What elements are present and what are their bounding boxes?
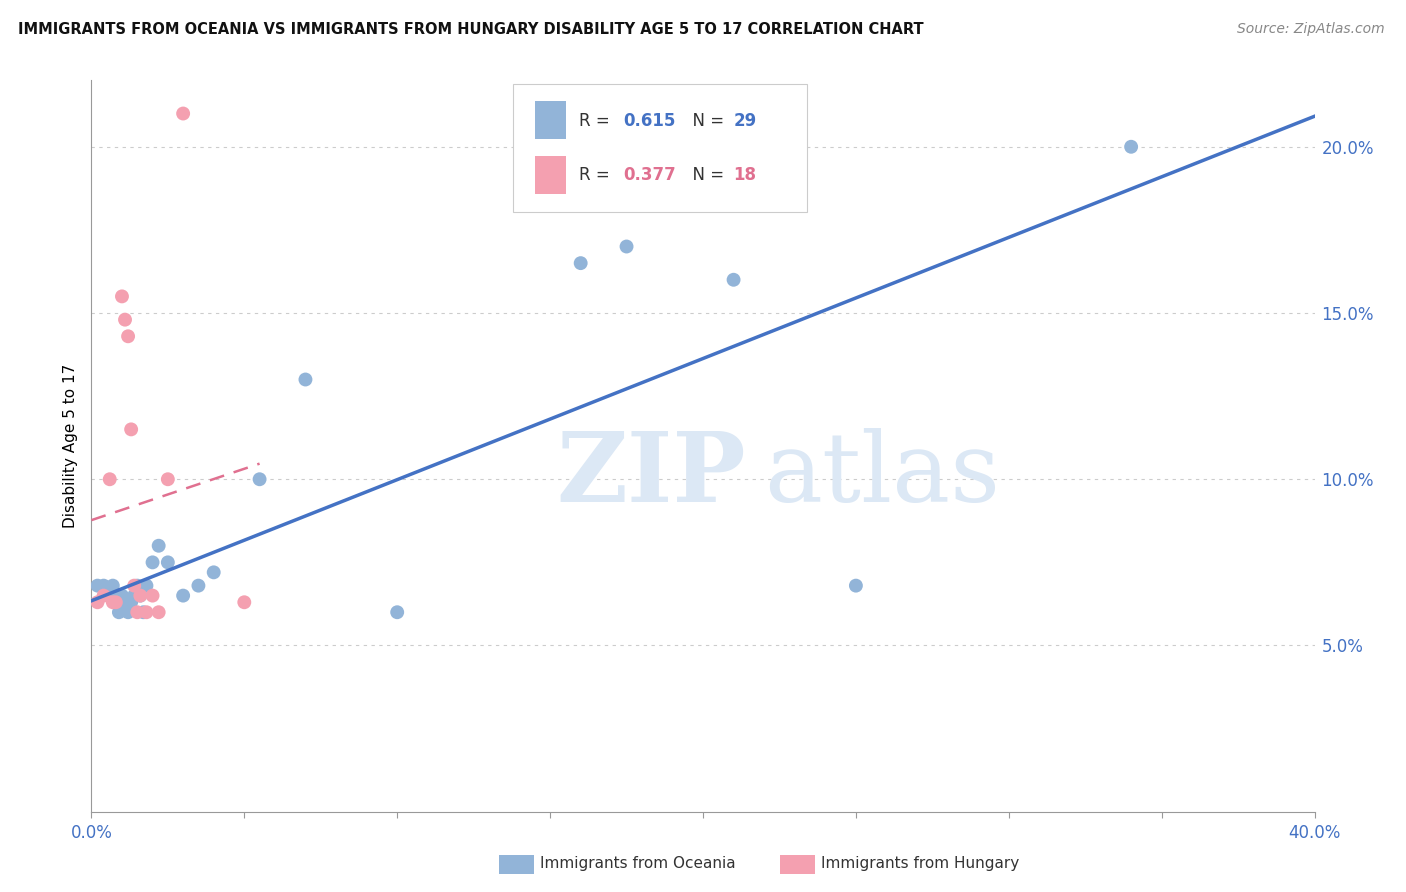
Point (202, 566, 225, 580)
Text: N =: N = (682, 167, 730, 185)
Point (141, 555, 163, 569)
Y-axis label: Disability Age 5 to 17: Disability Age 5 to 17 (62, 364, 77, 528)
Point (129, 589, 152, 603)
Text: atlas: atlas (765, 428, 1000, 522)
Point (233, 595, 256, 609)
Point (723, 273, 745, 287)
Point (129, 589, 152, 603)
Text: Source: ZipAtlas.com: Source: ZipAtlas.com (1237, 22, 1385, 37)
Point (249, 472, 271, 486)
Point (122, 589, 145, 603)
Text: Immigrants from Oceania: Immigrants from Oceania (540, 856, 735, 871)
Text: R =: R = (579, 167, 616, 185)
Text: 0.377: 0.377 (623, 167, 676, 185)
Point (141, 589, 163, 603)
Point (104, 595, 127, 609)
Text: Immigrants from Hungary: Immigrants from Hungary (821, 856, 1019, 871)
Text: 29: 29 (734, 112, 756, 129)
Point (148, 605, 170, 619)
Text: N =: N = (682, 112, 730, 129)
Point (156, 555, 179, 569)
Text: 0.615: 0.615 (623, 112, 676, 129)
Point (187, 579, 209, 593)
Point (93, 579, 115, 593)
Point (101, 579, 124, 593)
FancyBboxPatch shape (536, 155, 567, 194)
Point (120, 595, 142, 609)
Point (385, 605, 409, 619)
Point (101, 595, 124, 609)
Point (127, 605, 149, 619)
Point (111, 589, 134, 603)
Point (135, 579, 157, 593)
Point (135, 605, 157, 619)
Point (114, 595, 136, 609)
Point (156, 472, 179, 486)
Point (845, 579, 868, 593)
Text: IMMIGRANTS FROM OCEANIA VS IMMIGRANTS FROM HUNGARY DISABILITY AGE 5 TO 17 CORREL: IMMIGRANTS FROM OCEANIA VS IMMIGRANTS FR… (18, 22, 924, 37)
Point (114, 312, 136, 326)
Point (172, 589, 194, 603)
Point (86, 579, 108, 593)
Point (616, 239, 638, 253)
Point (148, 539, 170, 553)
Point (98, 472, 121, 486)
Point (1121, 140, 1143, 154)
Point (569, 256, 592, 270)
Text: 18: 18 (734, 167, 756, 185)
FancyBboxPatch shape (536, 101, 567, 139)
Point (132, 605, 155, 619)
Point (117, 329, 139, 343)
Point (108, 605, 131, 619)
Point (120, 422, 142, 436)
Text: ZIP: ZIP (557, 428, 745, 522)
Point (93, 589, 115, 603)
Point (122, 579, 145, 593)
Point (86, 595, 108, 609)
Point (127, 579, 149, 593)
Point (294, 372, 316, 386)
Point (104, 595, 127, 609)
Point (172, 106, 194, 120)
Point (117, 605, 139, 619)
Text: R =: R = (579, 112, 616, 129)
Point (111, 289, 134, 303)
Point (98, 589, 121, 603)
FancyBboxPatch shape (513, 84, 807, 212)
